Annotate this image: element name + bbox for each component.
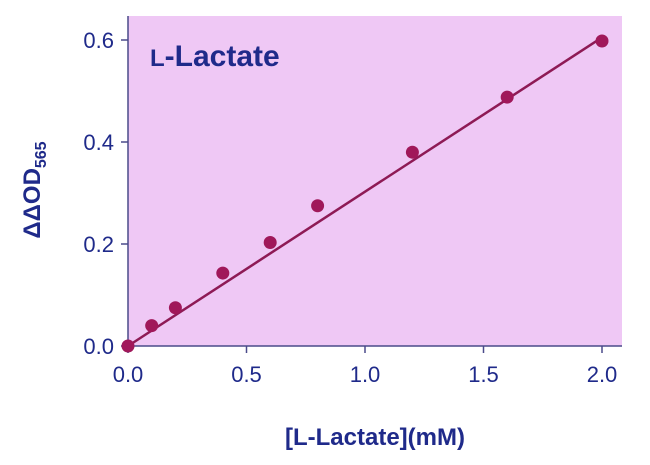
y-tick-label: 0.4 [83,130,114,155]
x-tick-label: 2.0 [587,362,618,387]
y-tick-label: 0.6 [83,28,114,53]
chart-title: L-Lactate [150,40,280,73]
y-axis-label-sub: 565 [33,141,50,168]
data-point [145,319,159,333]
y-tick-label: 0.0 [83,334,114,359]
data-point [168,301,182,315]
data-points [121,34,609,353]
tick-labels: 0.0 0.5 1.0 1.5 2.0 0.0 0.2 0.4 0.6 [83,28,617,387]
x-tick-label: 0.0 [113,362,144,387]
data-point [595,34,609,48]
chart-title-prefix: L [150,45,165,72]
data-point [311,199,325,213]
data-point [216,266,230,280]
chart-title-rest: -Lactate [165,40,280,73]
y-tick-label: 0.2 [83,232,114,257]
y-axis-label: ΔΔOD565 [19,141,50,238]
data-point [405,145,419,159]
x-tick-label: 0.5 [231,362,262,387]
data-point [263,235,277,249]
fit-line-group [127,36,603,348]
x-tick-label: 1.5 [468,362,499,387]
x-axis-label: [L-Lactate](mM) [285,424,465,451]
data-point [121,339,135,353]
fit-line [127,36,603,348]
data-point [500,90,514,104]
y-axis-label-main: ΔΔOD [19,168,46,239]
x-tick-label: 1.0 [350,362,381,387]
